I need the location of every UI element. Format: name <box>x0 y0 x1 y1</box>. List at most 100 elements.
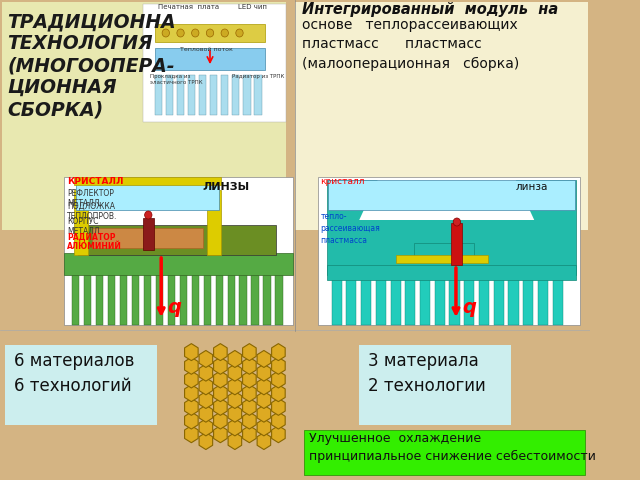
Bar <box>74 177 221 185</box>
Text: Прокладка из
эластичного ТРПК: Прокладка из эластичного ТРПК <box>150 74 203 85</box>
Bar <box>132 270 139 325</box>
Text: Улучшенное  охлаждение: Улучшенное охлаждение <box>308 432 481 445</box>
Polygon shape <box>243 384 256 402</box>
Polygon shape <box>214 412 227 429</box>
Bar <box>72 270 79 325</box>
Bar <box>191 270 199 325</box>
Polygon shape <box>199 378 212 395</box>
FancyBboxPatch shape <box>2 2 285 230</box>
Polygon shape <box>228 432 242 450</box>
Polygon shape <box>199 392 212 408</box>
Polygon shape <box>257 405 271 422</box>
Bar <box>156 270 163 325</box>
Circle shape <box>236 29 243 37</box>
Bar <box>553 275 563 325</box>
Circle shape <box>206 29 214 37</box>
Bar <box>84 270 91 325</box>
Polygon shape <box>257 392 271 408</box>
Bar <box>415 243 474 258</box>
Bar <box>207 190 221 255</box>
Bar <box>144 270 151 325</box>
Bar <box>538 275 548 325</box>
Bar <box>275 270 283 325</box>
Polygon shape <box>228 392 242 408</box>
Polygon shape <box>184 344 198 360</box>
FancyBboxPatch shape <box>318 177 580 325</box>
Polygon shape <box>257 432 271 450</box>
Text: Радиатор из ТРПК: Радиатор из ТРПК <box>232 74 285 79</box>
Bar <box>216 270 223 325</box>
Polygon shape <box>271 371 285 388</box>
Polygon shape <box>228 405 242 422</box>
Bar <box>464 275 474 325</box>
Bar <box>327 265 576 280</box>
Text: тепло-
рассеивающая
пластмасса: тепло- рассеивающая пластмасса <box>321 212 380 245</box>
Bar <box>264 270 271 325</box>
Text: КОРПУС
МЕТАЛЛ: КОРПУС МЕТАЛЛ <box>67 217 100 237</box>
Bar <box>239 270 247 325</box>
Text: ПОДЛОЖКА
ТЕПЛОПРОВ.: ПОДЛОЖКА ТЕПЛОПРОВ. <box>67 202 118 221</box>
Bar <box>155 48 265 70</box>
Polygon shape <box>243 371 256 388</box>
Bar <box>92 228 203 248</box>
Bar <box>361 275 371 325</box>
Text: Интегрированный  модуль  на: Интегрированный модуль на <box>302 2 558 17</box>
Polygon shape <box>228 419 242 436</box>
Bar <box>180 270 187 325</box>
Polygon shape <box>214 357 227 374</box>
Polygon shape <box>184 371 198 388</box>
Bar <box>523 275 533 325</box>
Polygon shape <box>243 412 256 429</box>
Polygon shape <box>214 371 227 388</box>
Bar <box>155 75 162 115</box>
Polygon shape <box>271 344 285 360</box>
Bar <box>143 218 154 250</box>
Polygon shape <box>184 398 198 415</box>
Bar <box>166 75 173 115</box>
FancyBboxPatch shape <box>76 182 220 210</box>
Polygon shape <box>199 405 212 422</box>
Circle shape <box>145 211 152 219</box>
Text: ТРАДИЦИОННА
ТЕХНОЛОГИЯ
(МНОГООПЕРА-
ЦИОННАЯ
СБОРКА): ТРАДИЦИОННА ТЕХНОЛОГИЯ (МНОГООПЕРА- ЦИОН… <box>8 12 176 119</box>
Polygon shape <box>199 350 212 368</box>
Text: q: q <box>168 298 182 317</box>
Bar <box>232 75 239 115</box>
Polygon shape <box>271 412 285 429</box>
Polygon shape <box>271 426 285 443</box>
Text: линза: линза <box>516 182 548 192</box>
Bar <box>493 275 504 325</box>
Polygon shape <box>214 384 227 402</box>
Bar <box>221 75 228 115</box>
Bar <box>96 270 103 325</box>
Polygon shape <box>271 357 285 374</box>
Polygon shape <box>184 412 198 429</box>
Text: принципиальное снижение себестоимости: принципиальное снижение себестоимости <box>308 450 595 463</box>
Polygon shape <box>243 344 256 360</box>
Polygon shape <box>228 364 242 381</box>
Polygon shape <box>257 350 271 368</box>
Text: кристалл: кристалл <box>321 177 365 186</box>
Bar <box>210 75 218 115</box>
Text: Печатная  плата: Печатная плата <box>159 4 220 10</box>
Bar <box>74 190 88 255</box>
Bar <box>405 275 415 325</box>
Polygon shape <box>228 350 242 368</box>
Polygon shape <box>199 419 212 436</box>
Circle shape <box>177 29 184 37</box>
Bar <box>168 270 175 325</box>
Text: Тепловой поток: Тепловой поток <box>180 47 232 52</box>
Bar <box>451 223 462 265</box>
Bar <box>396 255 488 263</box>
FancyBboxPatch shape <box>4 345 157 425</box>
Bar <box>449 275 460 325</box>
Bar <box>435 275 445 325</box>
Bar <box>346 275 356 325</box>
Polygon shape <box>243 426 256 443</box>
Text: ЛИНЗЫ: ЛИНЗЫ <box>203 182 250 192</box>
Polygon shape <box>214 344 227 360</box>
Text: КРИСТАЛЛ: КРИСТАЛЛ <box>67 177 124 186</box>
Polygon shape <box>271 398 285 415</box>
Bar <box>177 75 184 115</box>
Bar <box>252 270 259 325</box>
FancyBboxPatch shape <box>65 177 293 325</box>
